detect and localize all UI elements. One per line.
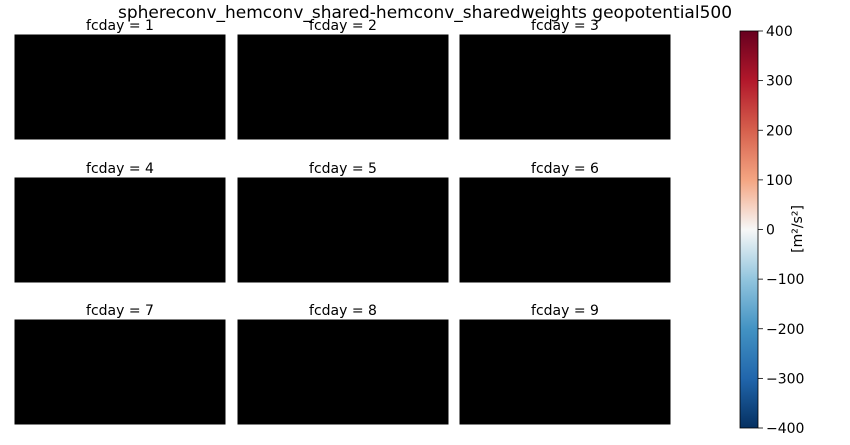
map-panel-5: fcday = 5	[237, 161, 449, 283]
colorbar-tick-label: 100	[766, 173, 793, 189]
coastlines	[15, 36, 225, 132]
error-field	[460, 178, 670, 282]
error-field	[238, 320, 448, 424]
panel-title: fcday = 6	[531, 161, 599, 177]
coastlines	[460, 179, 670, 275]
map-frame	[14, 319, 226, 425]
colorbar-gradient	[739, 30, 759, 429]
panel-title: fcday = 4	[86, 161, 154, 177]
error-field	[238, 178, 448, 282]
error-field	[15, 178, 225, 282]
colorbar-tick-label: −200	[766, 322, 804, 338]
map-panel-3: fcday = 3	[459, 18, 671, 140]
colorbar-label: [m²/s²]	[790, 205, 806, 253]
map-frame	[459, 177, 671, 283]
error-field	[460, 35, 670, 139]
error-field	[15, 35, 225, 139]
map-panel-8: fcday = 8	[237, 303, 449, 425]
coastlines	[15, 321, 225, 417]
map-frame	[14, 34, 226, 140]
map-panel-7: fcday = 7	[14, 303, 226, 425]
colorbar-tick-label: 400	[766, 24, 793, 40]
error-field	[460, 320, 670, 424]
coastlines	[15, 179, 225, 275]
panel-title: fcday = 3	[531, 18, 599, 34]
panel-title: fcday = 9	[531, 303, 599, 319]
map-frame	[459, 319, 671, 425]
map-panel-4: fcday = 4	[14, 161, 226, 283]
panel-title: fcday = 8	[309, 303, 377, 319]
panel-title: fcday = 5	[309, 161, 377, 177]
coastlines	[238, 36, 448, 132]
figure-title: sphereconv_hemconv_shared-hemconv_shared…	[118, 3, 732, 23]
panels-grid: fcday = 1 fcday = 2 fcday = 3 fcday = 4 fcda…	[14, 18, 671, 425]
colorbar-tick-label: −300	[766, 371, 804, 387]
colorbar-tick-label: −100	[766, 272, 804, 288]
error-field	[15, 320, 225, 424]
map-panel-1: fcday = 1	[14, 18, 226, 140]
map-panel-9: fcday = 9	[459, 303, 671, 425]
panel-title: fcday = 2	[309, 18, 377, 34]
coastlines	[460, 36, 670, 132]
colorbar-tick-label: 300	[766, 74, 793, 90]
colorbar-tick-label: −400	[766, 421, 804, 437]
map-panel-2: fcday = 2	[237, 18, 449, 140]
map-frame	[459, 34, 671, 140]
map-frame	[14, 177, 226, 283]
coastlines	[460, 321, 670, 417]
map-frame	[237, 177, 449, 283]
colorbar: 400 300 200 100 0 −100 −200 −300 −400 [m²/s²]	[739, 24, 806, 437]
colorbar-tick-label: 200	[766, 123, 793, 139]
map-frame	[237, 34, 449, 140]
map-panel-6: fcday = 6	[459, 161, 671, 283]
error-field	[238, 35, 448, 139]
panel-title: fcday = 1	[86, 18, 154, 34]
coastlines	[238, 321, 448, 417]
coastlines	[238, 179, 448, 275]
panel-title: fcday = 7	[86, 303, 154, 319]
map-frame	[237, 319, 449, 425]
colorbar-tick-label: 0	[766, 223, 775, 239]
